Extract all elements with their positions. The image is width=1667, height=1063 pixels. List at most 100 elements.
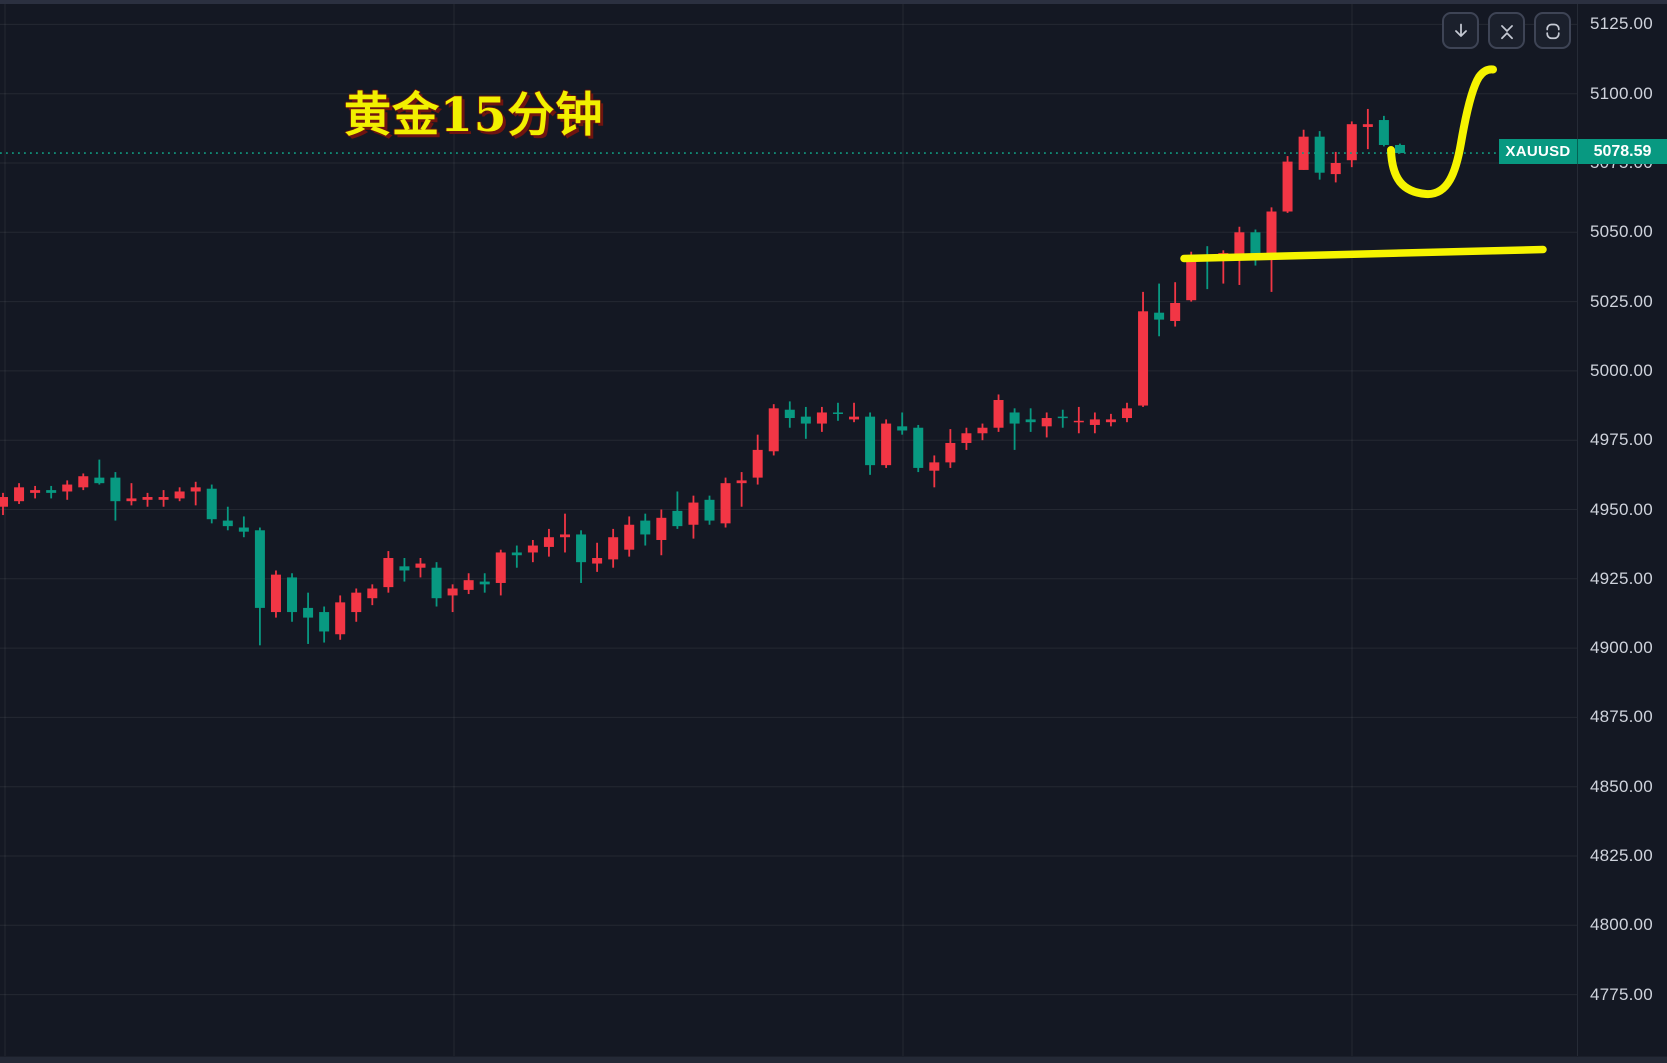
candle-body [1025,419,1036,423]
scroll-to-recent-button[interactable] [1442,12,1479,49]
candle-body [559,534,570,538]
candle-body [543,537,554,547]
candle-body [768,408,779,452]
candle-body [142,497,153,500]
candle-body [1266,211,1277,255]
candle-body [238,527,249,532]
candle-body [1378,120,1389,145]
candle-body [511,552,522,556]
price-axis-label: 4825.00 [1590,846,1653,865]
bounce-arrow-annotation [1387,65,1497,198]
candle-body [399,566,410,571]
symbol-badge: XAUUSD [1499,139,1578,164]
candle-body [1009,412,1020,424]
candle-body [1073,420,1084,423]
candle-body [640,520,651,535]
candle-body [351,592,362,613]
price-axis-label: 4925.00 [1590,568,1653,588]
candle-body [62,484,73,492]
support-line-annotation [1180,245,1547,263]
candle-body [1346,124,1357,161]
candle-body [720,483,731,524]
price-axis-label: 4775.00 [1590,984,1653,1004]
candle-body [527,545,538,553]
candle-body [816,412,827,424]
candle-body [608,537,619,560]
price-axis-label: 5025.00 [1590,291,1653,311]
last-price-badge: 5078.59 [1578,139,1667,164]
candle-body [881,423,892,466]
candle-body [206,488,217,520]
collapse-scale-button[interactable] [1488,12,1525,49]
chart-title-annotation: 黄金15分钟 [344,88,604,143]
candle-body [1186,260,1197,301]
candle-body [1041,418,1052,427]
candle-body [174,491,185,499]
candle-body [977,427,988,434]
candle-body [383,558,394,588]
candle-body [46,490,57,493]
time-axis-strip[interactable] [0,1056,1667,1063]
candle-body [1138,311,1149,406]
chart-toolbar [1442,12,1571,49]
candle-body [624,524,635,550]
candle-body [1282,161,1293,212]
frame-view-button[interactable] [1534,12,1571,49]
price-axis-label: 4950.00 [1590,499,1653,519]
candle-body [78,476,89,488]
candle-body [1330,163,1341,175]
candle-body [30,490,41,493]
candle-body [832,412,843,414]
candle-body [1314,136,1325,173]
price-axis-pane[interactable]: 5125.005100.005075.005050.005025.005000.… [1577,4,1667,1056]
candle-body [110,477,121,502]
candle-body [94,477,105,484]
candle-body [576,534,587,563]
candle-body [592,558,603,564]
top-border-strip [0,0,1667,4]
candle-body [752,449,763,478]
frame-icon [1545,23,1560,39]
candle-body [495,552,506,583]
price-axis-label: 4850.00 [1590,776,1653,796]
collapse-candles-icon [1500,24,1513,39]
candle-body [1394,144,1405,154]
candle-body [222,520,233,527]
candle-body [126,498,137,502]
candle-body [656,517,667,540]
candle-body [270,574,281,613]
candle-body [158,497,169,500]
price-axis-label: 4800.00 [1590,915,1653,935]
candle-body [865,416,876,466]
candle-body [1170,302,1181,322]
candle-body [704,499,715,521]
candle-body [993,400,1004,428]
price-axis-label: 4900.00 [1590,638,1653,658]
candle-body [688,502,699,525]
candle-body [1105,419,1116,423]
candle-body [303,607,314,618]
candle-body [319,612,330,632]
candle-body [1121,408,1132,419]
candle-body [961,433,972,443]
candle-body [913,427,924,468]
price-axis-label: 5100.00 [1590,83,1653,103]
candle-body [14,487,25,502]
candle-body [463,580,474,590]
price-axis-label: 5050.00 [1590,222,1653,242]
candle-body [0,497,8,507]
candle-body [367,588,378,599]
candlestick-chart-canvas[interactable] [0,0,1577,1056]
price-axis-label: 5000.00 [1590,360,1653,380]
candle-body [1234,232,1245,255]
candle-body [1089,419,1100,425]
candle-body [287,577,298,613]
candle-body [672,510,683,527]
candle-body [431,567,442,599]
candle-body [849,416,860,420]
candle-body [736,480,747,484]
candle-body [784,409,795,419]
candle-body [1154,312,1165,320]
candle-body [800,416,811,424]
